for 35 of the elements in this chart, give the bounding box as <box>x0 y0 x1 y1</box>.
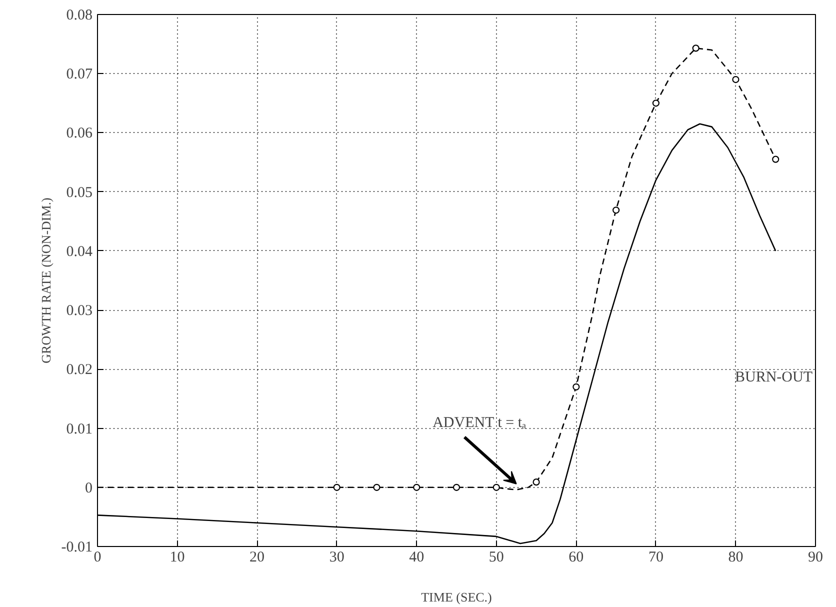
y-tick-label: 0.07 <box>66 66 93 83</box>
y-tick-label: 0.01 <box>66 421 92 438</box>
y-tick-label: 0.06 <box>66 126 93 142</box>
point <box>572 383 580 390</box>
x-tick-label: 90 <box>808 550 823 566</box>
x-tick-label: 40 <box>409 550 424 566</box>
point <box>652 100 660 107</box>
point <box>772 156 780 163</box>
x-tick-label: 10 <box>170 550 185 566</box>
point <box>373 484 380 491</box>
y-tick-label: 0.03 <box>66 303 92 320</box>
y-tick-label: 0.05 <box>66 184 92 201</box>
point <box>413 484 420 491</box>
point <box>532 478 540 486</box>
x-tick-label: 70 <box>648 550 664 566</box>
point <box>692 44 700 52</box>
y-tick-label: 0.04 <box>66 244 93 260</box>
annotation: ADVENT t = tₐ <box>432 415 526 432</box>
x-tick-label: 50 <box>488 550 504 566</box>
x-tick-label: 20 <box>250 550 265 566</box>
y-axis-title: GROWTH RATE (NON-DIM.) <box>38 198 54 364</box>
x-tick-label: 60 <box>568 550 584 566</box>
x-tick-label: 30 <box>329 550 344 566</box>
point <box>452 484 460 491</box>
x-axis-title: TIME (SEC.) <box>421 590 492 604</box>
y-tick-label: 0 <box>85 480 92 496</box>
y-tick-label: 0.08 <box>66 8 92 24</box>
point <box>333 484 340 491</box>
x-tick-label: 80 <box>728 550 744 566</box>
point <box>732 76 740 84</box>
point <box>612 206 620 214</box>
annotation: BURN-OUT <box>735 370 812 386</box>
point <box>492 484 500 491</box>
y-tick-label: 0.02 <box>66 362 92 378</box>
y-tick-label: -0.01 <box>61 540 93 556</box>
